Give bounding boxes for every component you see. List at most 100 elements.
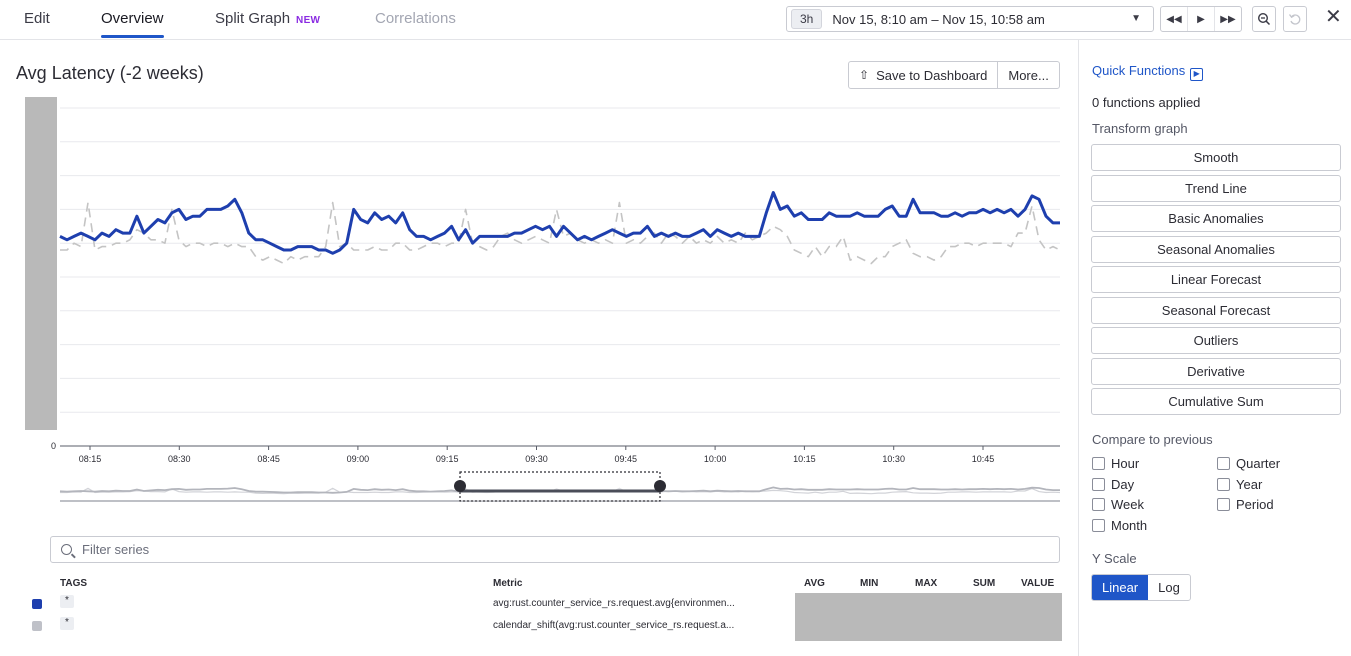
compare-quarter-checkbox[interactable]: Quarter — [1217, 456, 1280, 471]
overview-selection-window — [459, 471, 661, 502]
fast-forward-icon: ▶▶ — [1220, 13, 1236, 25]
compare-day-checkbox[interactable]: Day — [1092, 477, 1134, 492]
checkbox-box — [1217, 457, 1230, 470]
top-nav: Edit Overview Split Graph NEW Correlation… — [0, 0, 1351, 40]
seasonal-anomalies-button[interactable]: Seasonal Anomalies — [1091, 236, 1341, 263]
metric-name: calendar_shift(avg:rust.counter_service_… — [493, 620, 735, 631]
filter-series-input[interactable] — [82, 542, 982, 557]
tab-correlations[interactable]: Correlations — [375, 10, 456, 27]
graph-actions: ⇧ Save to Dashboard More... — [848, 61, 1060, 89]
chart-svg: 0 08:15 08:30 08:45 09:00 09:15 09:30 09:45 10:0… — [25, 97, 1061, 502]
x-tick-label: 08:30 — [168, 454, 191, 464]
time-range-text: Nov 15, 8:10 am – Nov 15, 10:58 am — [832, 11, 1045, 27]
more-button[interactable]: More... — [997, 62, 1058, 88]
compare-year-checkbox[interactable]: Year — [1217, 477, 1262, 492]
tab-split-graph-label: Split Graph — [215, 10, 291, 27]
reset-button[interactable] — [1283, 6, 1307, 32]
series-line-previous — [60, 201, 1061, 265]
x-tick-label: 09:30 — [525, 454, 548, 464]
col-header-min[interactable]: MIN — [860, 578, 879, 589]
checkbox-label: Day — [1111, 477, 1135, 492]
x-tick-label: 10:15 — [793, 454, 816, 464]
x-tick-label: 10:45 — [972, 454, 995, 464]
checkbox-label: Year — [1236, 477, 1263, 492]
tab-split-graph[interactable]: Split Graph NEW — [215, 10, 320, 27]
caret-down-icon: ▼ — [1131, 13, 1141, 24]
col-header-value[interactable]: VALUE — [1021, 578, 1055, 589]
rewind-icon: ◀◀ — [1166, 13, 1182, 25]
export-icon: ⇧ — [859, 68, 870, 82]
quick-functions-link[interactable]: Quick Functions ▶ — [1092, 63, 1204, 81]
fast-forward-button[interactable]: ▶▶ — [1215, 7, 1241, 31]
x-tick-label: 08:45 — [257, 454, 280, 464]
new-badge: NEW — [296, 15, 321, 26]
x-tick-label: 10:30 — [882, 454, 905, 464]
tab-edit[interactable]: Edit — [24, 10, 50, 27]
col-header-metric[interactable]: Metric — [493, 578, 523, 589]
compare-period-checkbox[interactable]: Period — [1217, 497, 1274, 512]
smooth-button[interactable]: Smooth — [1091, 144, 1341, 171]
compare-month-checkbox[interactable]: Month — [1092, 518, 1147, 533]
checkbox-box — [1092, 519, 1105, 532]
col-header-sum[interactable]: SUM — [973, 578, 996, 589]
zoom-out-button[interactable] — [1252, 6, 1276, 32]
derivative-button[interactable]: Derivative — [1091, 358, 1341, 385]
basic-anomalies-button[interactable]: Basic Anomalies — [1091, 205, 1341, 232]
series-line-current — [59, 191, 1060, 255]
play-icon: ▶ — [1197, 13, 1205, 25]
checkbox-box — [1092, 498, 1105, 511]
x-tick-label: 08:15 — [79, 454, 102, 464]
search-icon — [61, 544, 72, 555]
tag-chip: * — [60, 617, 74, 630]
x-tick-label: 09:00 — [347, 454, 370, 464]
tab-overview[interactable]: Overview — [101, 10, 164, 38]
checkbox-label: Period — [1236, 497, 1274, 512]
checkbox-box — [1092, 457, 1105, 470]
log-scale-button[interactable]: Log — [1158, 580, 1180, 595]
rewind-button[interactable]: ◀◀ — [1161, 7, 1188, 31]
y-scale-toggle: Linear Log — [1091, 574, 1191, 601]
y-axis-label-block — [25, 97, 57, 430]
undo-icon — [1288, 14, 1301, 25]
cumulative-sum-button[interactable]: Cumulative Sum — [1091, 388, 1341, 415]
series-color-swatch[interactable] — [32, 621, 42, 631]
collapse-panel-icon: ▶ — [1190, 68, 1204, 81]
close-icon[interactable]: ✕ — [1325, 6, 1342, 28]
graph-title: Avg Latency (-2 weeks) — [16, 63, 204, 83]
time-span-chip: 3h — [791, 9, 823, 29]
checkbox-label: Week — [1111, 497, 1144, 512]
panel-divider — [1078, 40, 1079, 656]
x-tick-label: 09:45 — [615, 454, 638, 464]
compare-hour-checkbox[interactable]: Hour — [1092, 456, 1139, 471]
metric-name: avg:rust.counter_service_rs.request.avg{… — [493, 598, 735, 609]
y-scale-label: Y Scale — [1092, 551, 1137, 566]
col-header-max[interactable]: MAX — [915, 578, 938, 589]
time-range-picker[interactable]: 3h Nov 15, 8:10 am – Nov 15, 10:58 am ▼ — [786, 6, 1154, 32]
linear-scale-button[interactable]: Linear — [1092, 575, 1149, 600]
quick-functions-title: Quick Functions — [1092, 63, 1186, 78]
checkbox-label: Month — [1111, 518, 1148, 533]
col-header-tags[interactable]: TAGS — [60, 578, 88, 589]
compare-week-checkbox[interactable]: Week — [1092, 497, 1144, 512]
linear-forecast-button[interactable]: Linear Forecast — [1091, 266, 1341, 293]
filter-series-field[interactable] — [50, 536, 1060, 563]
transform-graph-label: Transform graph — [1092, 121, 1188, 136]
save-to-dashboard-button[interactable]: ⇧ Save to Dashboard — [849, 62, 997, 88]
latency-chart[interactable]: 0 08:15 08:30 08:45 09:00 09:15 09:30 09:45 10:0… — [24, 96, 1066, 516]
trend-line-button[interactable]: Trend Line — [1091, 175, 1341, 202]
checkbox-label: Hour — [1111, 456, 1140, 471]
save-to-dashboard-label: Save to Dashboard — [876, 67, 988, 83]
selection-handle-right — [654, 480, 666, 492]
zoom-out-icon — [1257, 12, 1271, 26]
series-color-swatch[interactable] — [32, 599, 42, 609]
selection-handle-left — [454, 480, 466, 492]
seasonal-forecast-button[interactable]: Seasonal Forecast — [1091, 297, 1341, 324]
checkbox-label: Quarter — [1236, 456, 1281, 471]
outliers-button[interactable]: Outliers — [1091, 327, 1341, 354]
compare-label: Compare to previous — [1092, 432, 1213, 447]
col-header-avg[interactable]: AVG — [804, 578, 825, 589]
time-nav-group: ◀◀ ▶ ▶▶ — [1160, 6, 1242, 32]
play-button[interactable]: ▶ — [1188, 7, 1215, 31]
y-tick-label: 0 — [51, 441, 56, 451]
x-tick-label: 09:15 — [436, 454, 459, 464]
